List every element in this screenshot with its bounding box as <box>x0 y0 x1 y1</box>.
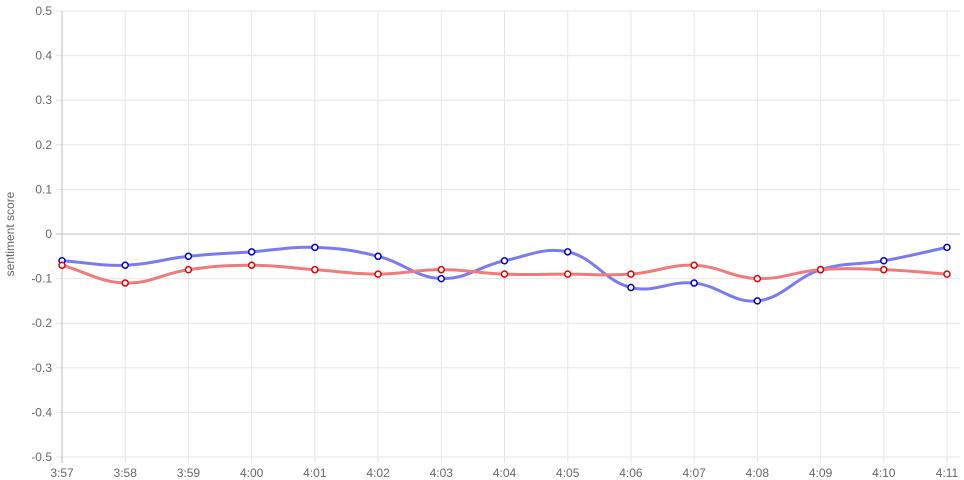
grid-lines <box>56 10 960 463</box>
data-point <box>184 252 193 261</box>
data-point <box>121 279 129 287</box>
y-tick-label: 0.1 <box>35 182 52 196</box>
x-tick-label: 4:02 <box>366 466 390 480</box>
data-point <box>58 261 66 269</box>
y-tick-label: 0.5 <box>35 4 52 18</box>
data-point <box>247 248 256 256</box>
data-point <box>500 257 509 265</box>
data-point <box>437 265 446 274</box>
data-point <box>753 297 762 305</box>
x-tick-label: 4:11 <box>936 466 959 480</box>
data-point <box>437 274 446 283</box>
x-tick-label: 3:58 <box>114 466 138 480</box>
data-point <box>121 261 129 269</box>
data-point <box>563 248 572 256</box>
series-line <box>60 245 949 303</box>
data-point <box>943 270 951 278</box>
y-tick-label: 0.4 <box>35 49 52 63</box>
x-tick-label: 4:06 <box>619 466 643 480</box>
x-tick-label: 3:57 <box>50 466 74 480</box>
data-point <box>690 279 698 287</box>
data-point <box>753 274 762 283</box>
y-tick-label: -0.5 <box>31 450 52 464</box>
y-tick-label: -0.2 <box>31 316 52 330</box>
data-point <box>943 243 951 252</box>
x-tick-label: 4:07 <box>682 466 706 480</box>
data-point <box>880 265 888 274</box>
data-point <box>184 265 193 274</box>
y-tick-label: 0.3 <box>35 93 52 107</box>
data-point <box>627 283 635 292</box>
x-tick-label: 4:00 <box>240 466 264 480</box>
y-tick-label: 0 <box>45 227 52 241</box>
y-tick-label: -0.3 <box>31 361 52 375</box>
y-tick-labels: 0.5 0.4 0.3 0.2 0.1 0 -0.1 -0.2 -0.3 -0.4 -0.5 <box>31 4 52 464</box>
x-tick-label: 4:08 <box>746 466 770 480</box>
x-tick-label: 4:10 <box>872 466 896 480</box>
y-axis-title: sentiment score <box>3 191 17 276</box>
x-tick-label: 4:04 <box>493 466 517 480</box>
x-tick-label: 4:05 <box>556 466 580 480</box>
y-tick-label: 0.2 <box>35 138 52 152</box>
data-point <box>311 265 319 274</box>
data-point <box>374 252 382 261</box>
series-2 <box>58 261 951 287</box>
y-tick-label: -0.1 <box>31 272 52 286</box>
x-tick-labels: 3:57 3:58 3:59 4:00 4:01 4:02 4:03 4:04 4:05 4:06… <box>50 466 958 480</box>
data-point <box>374 270 382 278</box>
data-point <box>816 265 825 274</box>
x-tick-label: 4:03 <box>430 466 454 480</box>
data-series <box>58 243 951 305</box>
x-tick-label: 4:09 <box>809 466 833 480</box>
data-point <box>311 243 319 252</box>
data-point <box>880 257 888 265</box>
data-point <box>563 270 572 278</box>
data-point <box>690 261 698 269</box>
data-point <box>247 261 256 269</box>
data-point <box>500 270 509 278</box>
y-tick-label: -0.4 <box>31 405 52 419</box>
x-tick-label: 4:01 <box>303 466 327 480</box>
data-point <box>627 270 635 278</box>
series-1 <box>58 243 951 305</box>
x-tick-label: 3:59 <box>177 466 201 480</box>
